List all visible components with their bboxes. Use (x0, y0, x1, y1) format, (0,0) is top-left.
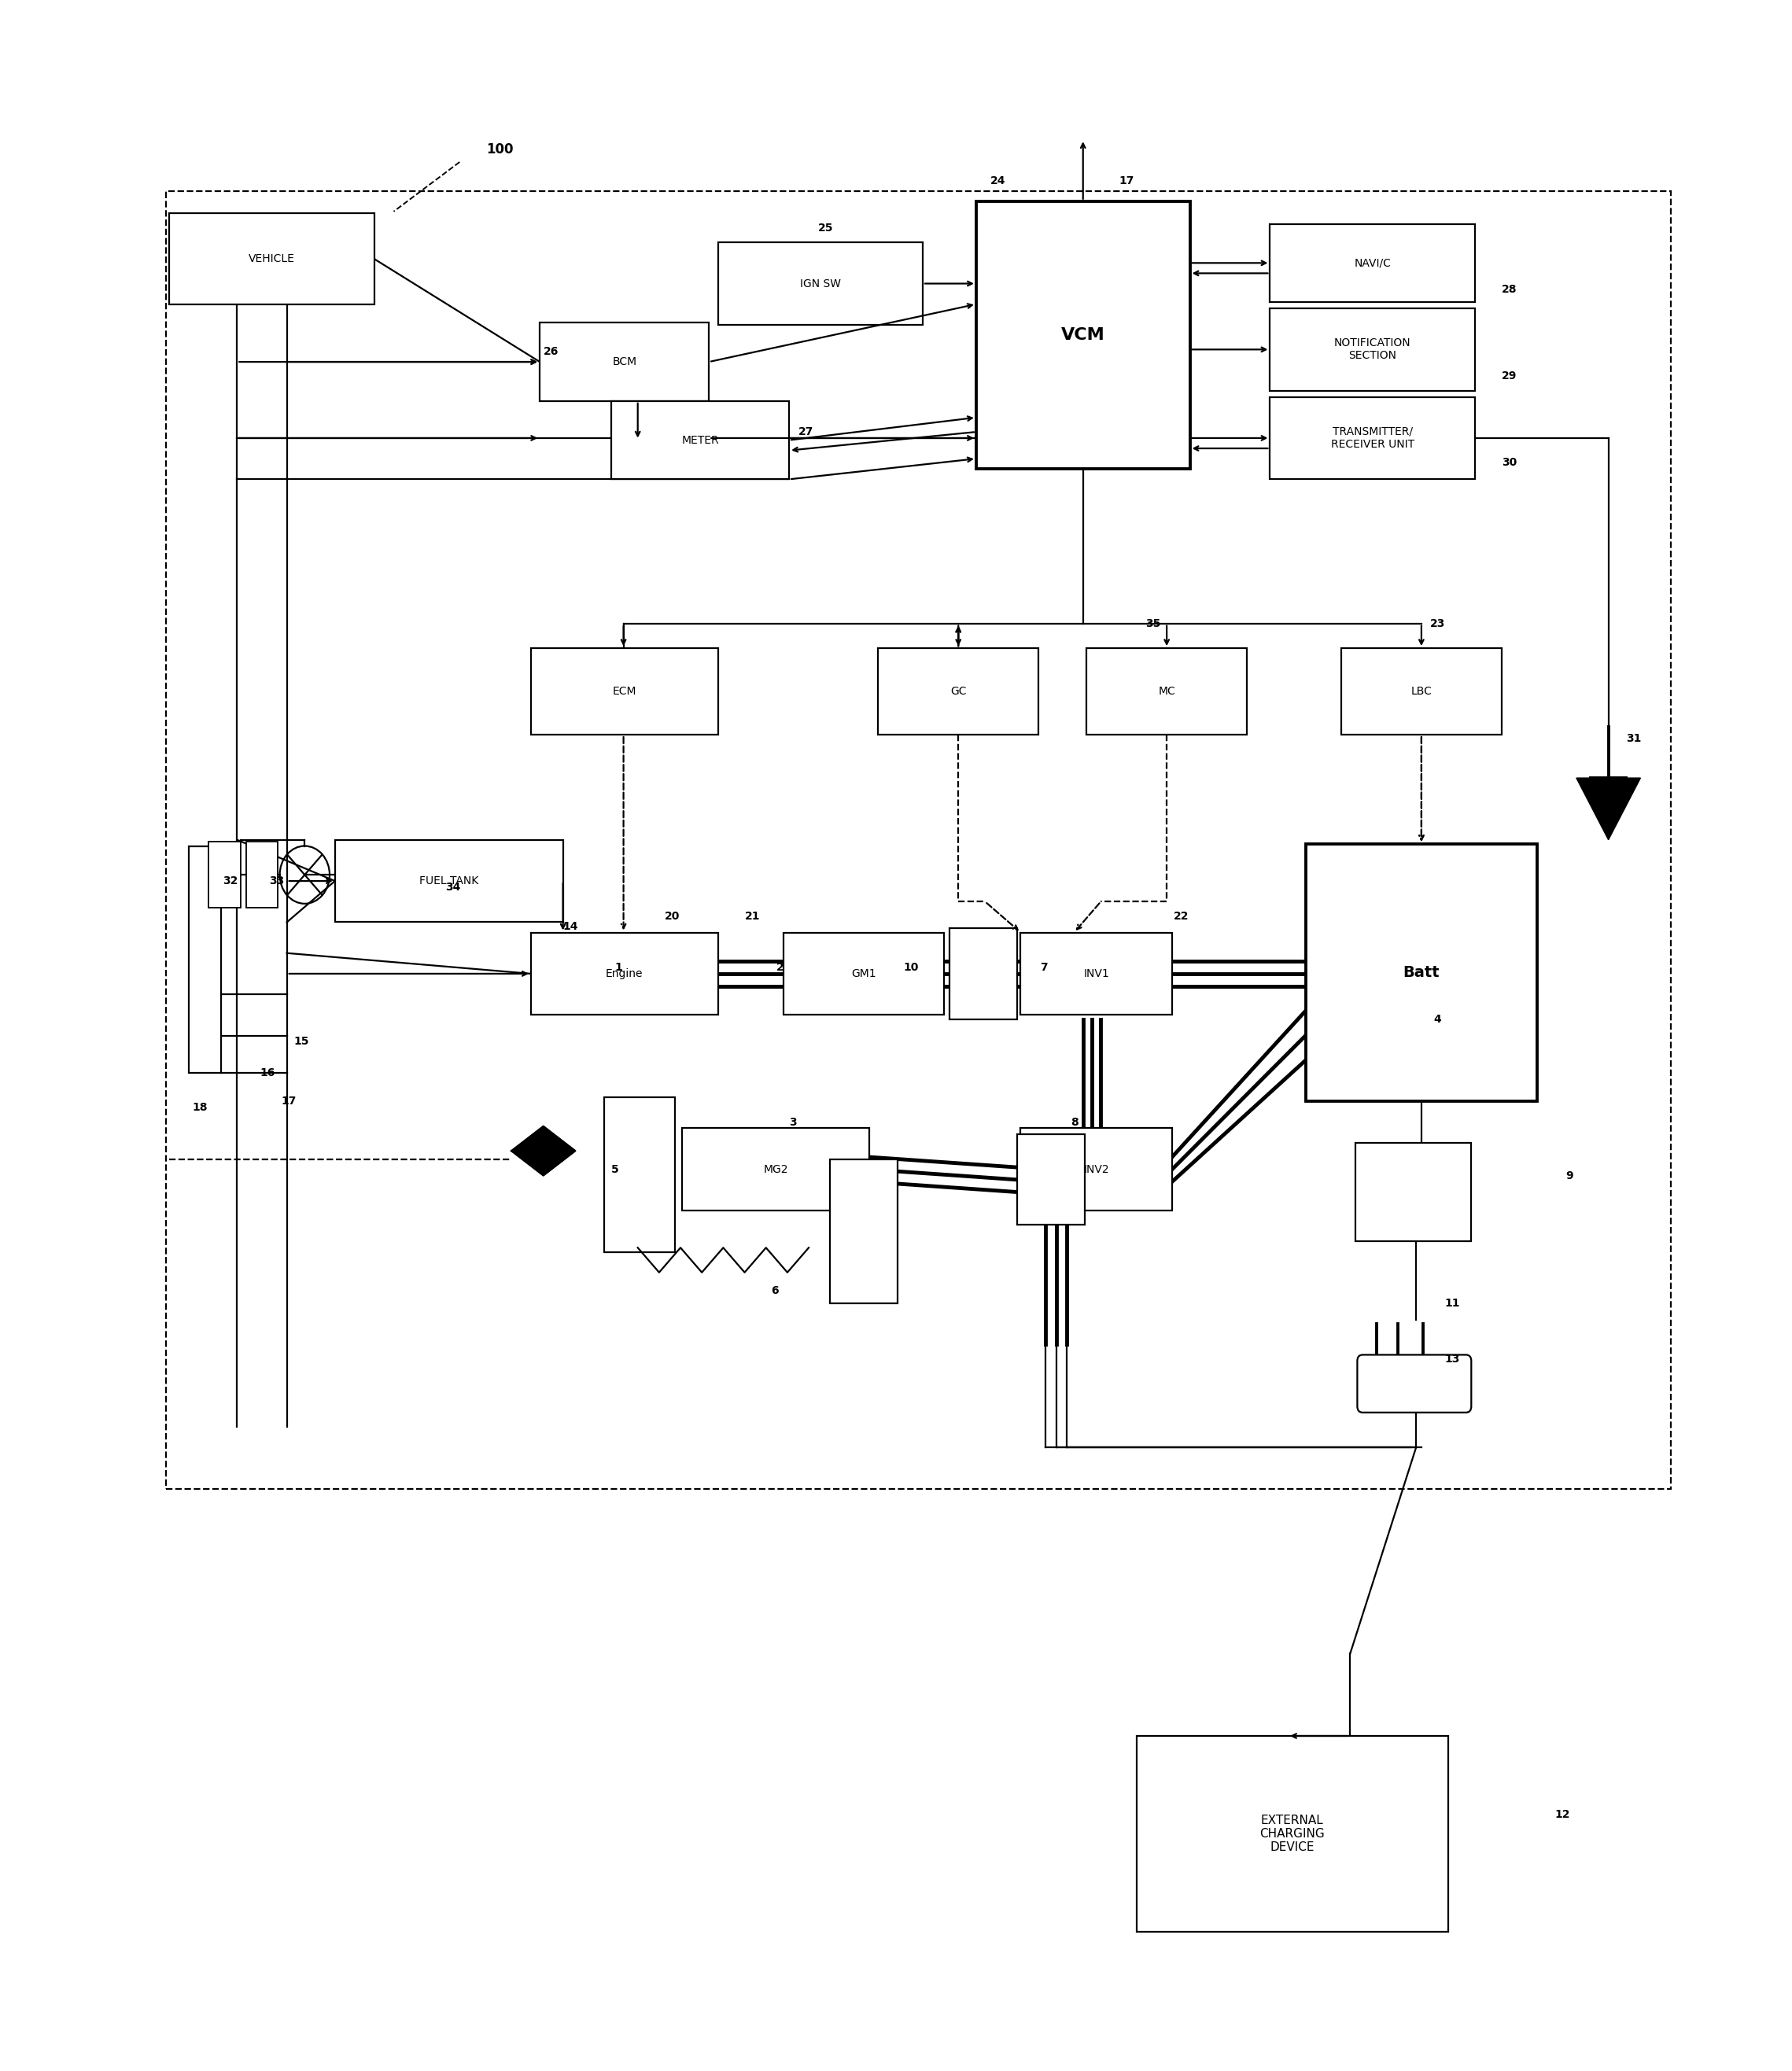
Text: 3: 3 (788, 1116, 797, 1127)
Bar (530, 932, 719, 1015)
Text: 11: 11 (1444, 1299, 1460, 1309)
Bar (830, 1160, 898, 1303)
Text: 17: 17 (281, 1096, 297, 1106)
Text: MG2: MG2 (763, 1164, 788, 1174)
Text: 100: 100 (486, 143, 514, 157)
Bar (1340, 648, 1502, 735)
Bar (783, 932, 944, 1015)
Bar (208, 841, 240, 907)
Bar (1271, 309, 1475, 391)
Text: 26: 26 (543, 346, 559, 356)
Bar (1306, 843, 1538, 1102)
Text: LBC: LBC (1410, 686, 1432, 698)
Text: 15: 15 (294, 1036, 310, 1048)
Text: 27: 27 (797, 427, 814, 437)
Bar (611, 402, 788, 478)
Text: 16: 16 (260, 1067, 276, 1079)
Text: INV2: INV2 (1084, 1164, 1109, 1174)
Bar (950, 928, 1018, 1019)
Text: 25: 25 (817, 222, 833, 234)
Bar (1021, 1129, 1172, 1212)
FancyBboxPatch shape (1357, 1354, 1471, 1412)
Text: IGN SW: IGN SW (799, 278, 840, 290)
Text: 9: 9 (1566, 1170, 1573, 1180)
Text: FUEL TANK: FUEL TANK (419, 876, 478, 886)
Text: GM1: GM1 (851, 967, 876, 980)
Text: VEHICLE: VEHICLE (249, 253, 296, 265)
Text: METER: METER (681, 435, 719, 445)
Text: NOTIFICATION
SECTION: NOTIFICATION SECTION (1333, 338, 1410, 360)
Bar (188, 845, 220, 1073)
Bar (530, 648, 719, 735)
Bar (165, 191, 1670, 1489)
Bar (977, 201, 1190, 468)
Text: 35: 35 (1145, 617, 1161, 630)
Text: EXTERNAL
CHARGING
DEVICE: EXTERNAL CHARGING DEVICE (1260, 1814, 1324, 1854)
Bar (1021, 932, 1172, 1015)
Text: 33: 33 (269, 876, 285, 886)
Bar (246, 841, 278, 907)
Text: 4: 4 (1434, 1013, 1441, 1025)
Bar (539, 323, 710, 402)
Polygon shape (1577, 779, 1640, 841)
Text: 17: 17 (1118, 176, 1134, 186)
Text: NAVI/C: NAVI/C (1355, 257, 1391, 269)
Bar (719, 242, 923, 325)
Bar (1018, 1135, 1084, 1226)
Text: Engine: Engine (606, 967, 643, 980)
Bar (335, 841, 563, 922)
Text: GC: GC (950, 686, 966, 698)
Text: 32: 32 (222, 876, 238, 886)
Bar (604, 1098, 676, 1251)
Text: 34: 34 (446, 882, 461, 893)
Text: 24: 24 (991, 176, 1005, 186)
Text: 8: 8 (1070, 1116, 1079, 1127)
Bar (1355, 1143, 1471, 1241)
Text: 31: 31 (1627, 733, 1641, 743)
Text: 28: 28 (1502, 284, 1516, 296)
Polygon shape (511, 1127, 575, 1176)
Bar (1136, 1735, 1448, 1932)
Bar (683, 1129, 869, 1212)
Bar (1086, 648, 1247, 735)
Text: 30: 30 (1502, 458, 1516, 468)
Text: MC: MC (1158, 686, 1176, 698)
Text: 18: 18 (192, 1102, 208, 1112)
Text: 7: 7 (1041, 963, 1048, 973)
Text: 10: 10 (903, 963, 918, 973)
Text: 21: 21 (745, 911, 760, 922)
Text: 29: 29 (1502, 371, 1516, 381)
Bar (1271, 224, 1475, 302)
Bar (168, 213, 375, 304)
Text: BCM: BCM (613, 356, 636, 367)
Text: ECM: ECM (613, 686, 636, 698)
Text: 23: 23 (1430, 617, 1446, 630)
Text: 6: 6 (771, 1286, 780, 1296)
Text: Batt: Batt (1403, 965, 1439, 980)
Text: 20: 20 (665, 911, 679, 922)
Text: 12: 12 (1555, 1808, 1570, 1820)
Text: INV1: INV1 (1084, 967, 1109, 980)
Text: 22: 22 (1174, 911, 1190, 922)
Text: 13: 13 (1444, 1354, 1460, 1365)
Text: 14: 14 (563, 922, 579, 932)
Text: 5: 5 (611, 1164, 618, 1174)
Bar (1271, 398, 1475, 478)
Text: 2: 2 (776, 963, 785, 973)
Text: 1: 1 (615, 963, 622, 973)
Text: VCM: VCM (1061, 327, 1106, 344)
Text: TRANSMITTER/
RECEIVER UNIT: TRANSMITTER/ RECEIVER UNIT (1331, 427, 1414, 449)
Bar (878, 648, 1039, 735)
